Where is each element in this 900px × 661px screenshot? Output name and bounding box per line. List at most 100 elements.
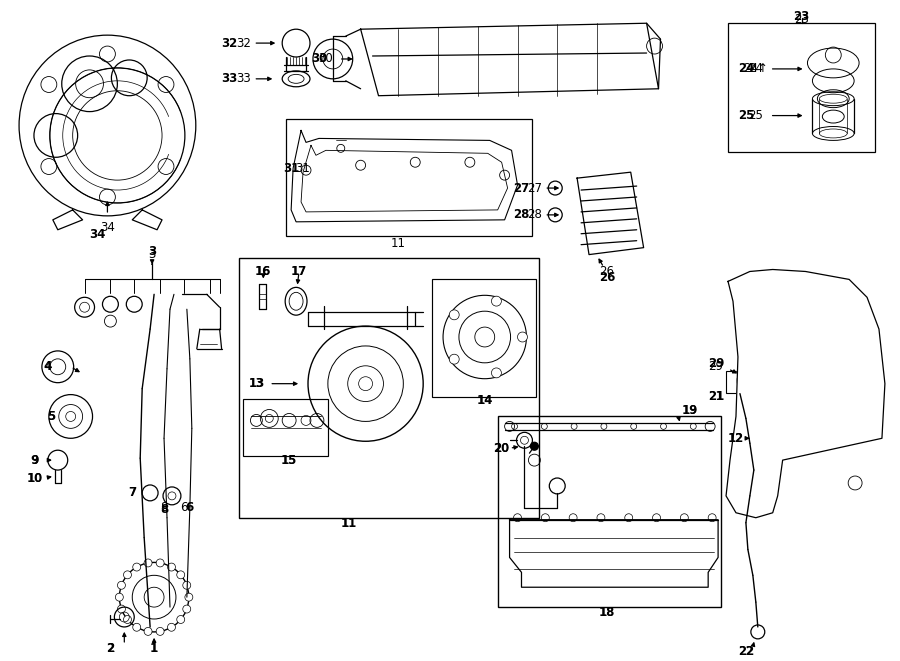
Text: 25: 25 — [738, 109, 754, 122]
Text: 8: 8 — [160, 503, 168, 516]
Text: 27: 27 — [526, 182, 542, 194]
Text: 13: 13 — [248, 377, 265, 390]
Text: 32: 32 — [221, 36, 238, 50]
Text: 5: 5 — [47, 410, 55, 423]
Text: 4: 4 — [44, 360, 52, 373]
Text: 20: 20 — [494, 442, 509, 455]
Circle shape — [491, 368, 501, 378]
Circle shape — [133, 623, 140, 631]
Text: 9: 9 — [32, 453, 39, 467]
Text: 29: 29 — [708, 358, 725, 370]
Text: 16: 16 — [256, 265, 271, 278]
Circle shape — [176, 571, 184, 579]
Text: 6: 6 — [185, 501, 194, 514]
Text: 10: 10 — [27, 471, 43, 485]
Text: 3: 3 — [148, 248, 156, 261]
Text: 19: 19 — [683, 404, 698, 417]
Circle shape — [184, 593, 193, 601]
Bar — [239, 258, 539, 518]
Circle shape — [167, 623, 176, 631]
Text: 23: 23 — [794, 13, 809, 26]
Text: 15: 15 — [282, 453, 297, 467]
Circle shape — [449, 310, 459, 320]
Text: 30: 30 — [319, 52, 333, 65]
Text: 9: 9 — [31, 453, 39, 467]
Text: 7: 7 — [129, 486, 136, 500]
Circle shape — [167, 563, 176, 571]
Text: 19: 19 — [682, 404, 698, 417]
Text: 13: 13 — [249, 377, 264, 390]
Text: 33: 33 — [236, 72, 251, 85]
Text: 18: 18 — [598, 605, 615, 619]
Text: 31: 31 — [283, 162, 300, 175]
Text: 2: 2 — [107, 642, 114, 655]
Text: 11: 11 — [340, 517, 356, 530]
Text: 1: 1 — [150, 642, 158, 655]
Text: 15: 15 — [281, 453, 297, 467]
Circle shape — [115, 593, 123, 601]
Text: 22: 22 — [738, 645, 753, 658]
Text: 24: 24 — [738, 62, 754, 75]
Text: 34: 34 — [100, 221, 115, 234]
Text: 25: 25 — [749, 109, 763, 122]
Text: 12: 12 — [728, 432, 743, 445]
Bar — [728, 23, 875, 152]
Text: 24: 24 — [748, 62, 763, 75]
Text: 21: 21 — [708, 390, 725, 403]
Text: 1: 1 — [150, 642, 158, 655]
Circle shape — [118, 581, 125, 589]
Text: 5: 5 — [47, 410, 55, 423]
Text: 16: 16 — [255, 265, 272, 278]
Polygon shape — [577, 172, 644, 254]
Text: 32: 32 — [236, 36, 251, 50]
Text: 7: 7 — [128, 486, 136, 500]
Text: 28: 28 — [513, 208, 530, 221]
Text: 14: 14 — [477, 394, 492, 407]
Circle shape — [144, 559, 152, 567]
Bar — [244, 399, 328, 456]
Text: 17: 17 — [291, 265, 307, 278]
Text: 3: 3 — [148, 245, 157, 258]
Circle shape — [183, 581, 191, 589]
Circle shape — [133, 563, 140, 571]
Text: 34: 34 — [89, 228, 105, 241]
Text: 11: 11 — [341, 517, 356, 530]
Text: 26: 26 — [599, 265, 615, 278]
Text: 21: 21 — [708, 390, 724, 403]
Bar — [286, 118, 533, 236]
Polygon shape — [726, 270, 885, 518]
Text: 23: 23 — [794, 10, 810, 22]
Text: 24↑: 24↑ — [743, 62, 769, 75]
Text: 14: 14 — [477, 394, 493, 407]
Text: 6: 6 — [180, 501, 187, 514]
Text: 31: 31 — [295, 162, 310, 175]
Circle shape — [518, 332, 527, 342]
Circle shape — [157, 559, 164, 567]
Text: 26: 26 — [598, 271, 615, 284]
Text: 29: 29 — [708, 360, 724, 373]
Text: 4: 4 — [44, 360, 51, 373]
Text: 20: 20 — [493, 442, 509, 455]
Circle shape — [157, 627, 164, 635]
Text: 30: 30 — [310, 52, 327, 65]
Text: 17: 17 — [292, 265, 307, 278]
Text: 11: 11 — [391, 237, 406, 250]
Circle shape — [183, 605, 191, 613]
Text: 8: 8 — [160, 501, 167, 514]
Text: 10: 10 — [28, 471, 42, 485]
Bar — [498, 416, 721, 607]
Text: 22: 22 — [738, 645, 754, 658]
Text: 27: 27 — [513, 182, 529, 194]
Circle shape — [123, 615, 131, 623]
Circle shape — [144, 627, 152, 635]
Circle shape — [491, 296, 501, 306]
Bar — [726, 371, 754, 393]
Text: 2: 2 — [106, 642, 114, 655]
Circle shape — [176, 615, 184, 623]
Bar — [432, 280, 536, 397]
Circle shape — [530, 442, 538, 450]
Text: 18: 18 — [599, 605, 615, 619]
Text: 33: 33 — [221, 72, 238, 85]
Text: 12: 12 — [728, 432, 744, 445]
Text: 28: 28 — [527, 208, 542, 221]
